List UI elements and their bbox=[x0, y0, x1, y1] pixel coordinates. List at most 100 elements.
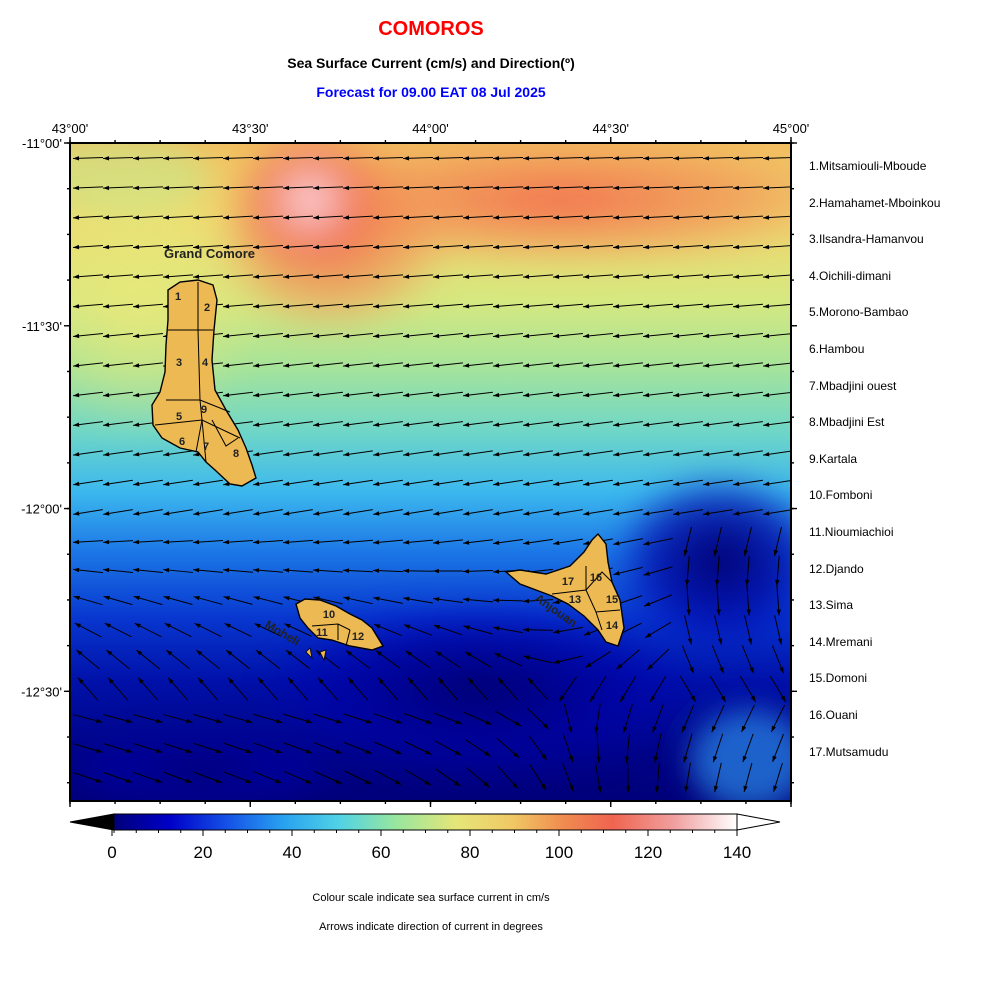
current-arrow bbox=[492, 185, 524, 191]
current-arrow bbox=[403, 450, 433, 457]
current-arrow bbox=[373, 479, 403, 487]
current-arrow bbox=[739, 675, 757, 703]
current-arrow bbox=[466, 767, 490, 788]
current-arrow bbox=[373, 362, 403, 368]
current-arrow bbox=[594, 703, 601, 734]
current-arrow bbox=[343, 421, 373, 427]
current-arrow bbox=[133, 772, 163, 783]
colorbar-tick-label: 40 bbox=[283, 843, 302, 862]
colorbar-tick-label: 120 bbox=[634, 843, 662, 862]
current-arrow bbox=[644, 621, 672, 639]
current-arrow bbox=[673, 450, 703, 457]
current-arrow bbox=[612, 156, 644, 161]
current-arrow bbox=[343, 303, 373, 309]
current-arrow bbox=[432, 185, 464, 191]
current-arrow bbox=[463, 597, 493, 603]
current-arrow bbox=[222, 185, 254, 191]
current-arrow bbox=[624, 733, 631, 763]
lat-tick-label: -12°30' bbox=[21, 684, 62, 699]
current-arrow bbox=[133, 567, 163, 573]
grand-comore-island bbox=[151, 279, 257, 487]
current-arrow bbox=[493, 333, 523, 339]
current-arrow bbox=[73, 714, 103, 723]
current-arrow bbox=[162, 156, 194, 161]
current-arrow bbox=[253, 391, 283, 398]
forecast-time: Forecast for 09.00 EAT 08 Jul 2025 bbox=[316, 84, 546, 100]
current-arrow bbox=[403, 509, 433, 516]
current-arrow bbox=[643, 391, 673, 398]
current-arrow bbox=[225, 649, 251, 670]
current-arrow bbox=[167, 677, 189, 701]
current-arrow bbox=[283, 742, 313, 754]
current-arrow bbox=[732, 215, 764, 220]
current-arrow bbox=[523, 362, 553, 368]
current-arrow bbox=[713, 526, 723, 557]
current-arrow bbox=[192, 539, 224, 545]
current-arrow bbox=[104, 622, 132, 638]
colorbar-gradient bbox=[113, 813, 738, 831]
current-arrow bbox=[493, 303, 523, 309]
note-colour-scale: Colour scale indicate sea surface curren… bbox=[312, 892, 550, 904]
current-arrow bbox=[313, 303, 343, 309]
current-arrow bbox=[343, 741, 373, 755]
current-arrow bbox=[464, 711, 492, 726]
current-arrow bbox=[223, 713, 253, 724]
current-arrow bbox=[773, 763, 783, 792]
current-arrow bbox=[405, 650, 431, 669]
current-arrow bbox=[643, 362, 673, 368]
current-arrow bbox=[463, 479, 493, 487]
current-arrow bbox=[763, 391, 791, 398]
legend-item: 15.Domoni bbox=[809, 671, 868, 686]
current-arrow bbox=[163, 742, 193, 754]
current-arrow bbox=[432, 156, 464, 161]
current-arrow bbox=[252, 244, 284, 250]
current-arrow bbox=[553, 479, 583, 487]
current-arrow bbox=[134, 622, 162, 638]
current-arrow bbox=[72, 185, 104, 191]
current-arrow bbox=[563, 703, 573, 734]
current-arrow bbox=[283, 391, 313, 398]
current-arrow bbox=[523, 655, 553, 664]
current-arrow bbox=[643, 333, 673, 339]
current-arrow bbox=[192, 185, 224, 191]
current-arrow bbox=[653, 733, 662, 763]
current-arrow bbox=[715, 556, 720, 586]
current-arrow bbox=[103, 595, 133, 606]
current-arrow bbox=[494, 710, 522, 727]
current-arrow bbox=[582, 185, 614, 191]
current-arrow bbox=[553, 421, 583, 427]
current-arrow bbox=[462, 244, 494, 250]
current-arrow bbox=[343, 450, 373, 457]
current-arrow bbox=[403, 479, 433, 487]
current-arrow bbox=[613, 421, 643, 427]
current-arrow bbox=[522, 156, 554, 161]
current-arrow bbox=[463, 362, 493, 368]
current-arrow bbox=[433, 333, 463, 339]
current-arrow bbox=[102, 244, 134, 250]
current-arrow bbox=[192, 215, 224, 220]
current-arrow bbox=[312, 244, 344, 250]
current-arrow bbox=[373, 274, 403, 279]
current-arrow bbox=[313, 713, 343, 724]
current-arrow bbox=[714, 615, 723, 645]
current-arrow bbox=[433, 597, 463, 604]
current-arrow bbox=[703, 421, 733, 427]
legend-item: 13.Sima bbox=[809, 598, 854, 613]
current-arrow bbox=[673, 274, 703, 279]
current-arrow bbox=[433, 450, 463, 457]
current-arrow bbox=[163, 274, 193, 279]
current-arrow bbox=[771, 645, 785, 674]
current-arrow bbox=[162, 185, 194, 191]
current-arrow bbox=[223, 771, 253, 784]
current-arrow bbox=[462, 569, 494, 574]
current-arrow bbox=[743, 526, 753, 557]
current-arrow bbox=[496, 737, 520, 759]
current-arrow bbox=[133, 333, 163, 339]
current-arrow bbox=[285, 649, 311, 670]
current-arrow bbox=[73, 743, 103, 753]
current-arrow bbox=[163, 509, 193, 516]
note-arrows: Arrows indicate direction of current in … bbox=[319, 921, 543, 933]
current-arrow bbox=[763, 450, 791, 457]
current-arrow bbox=[312, 568, 344, 573]
